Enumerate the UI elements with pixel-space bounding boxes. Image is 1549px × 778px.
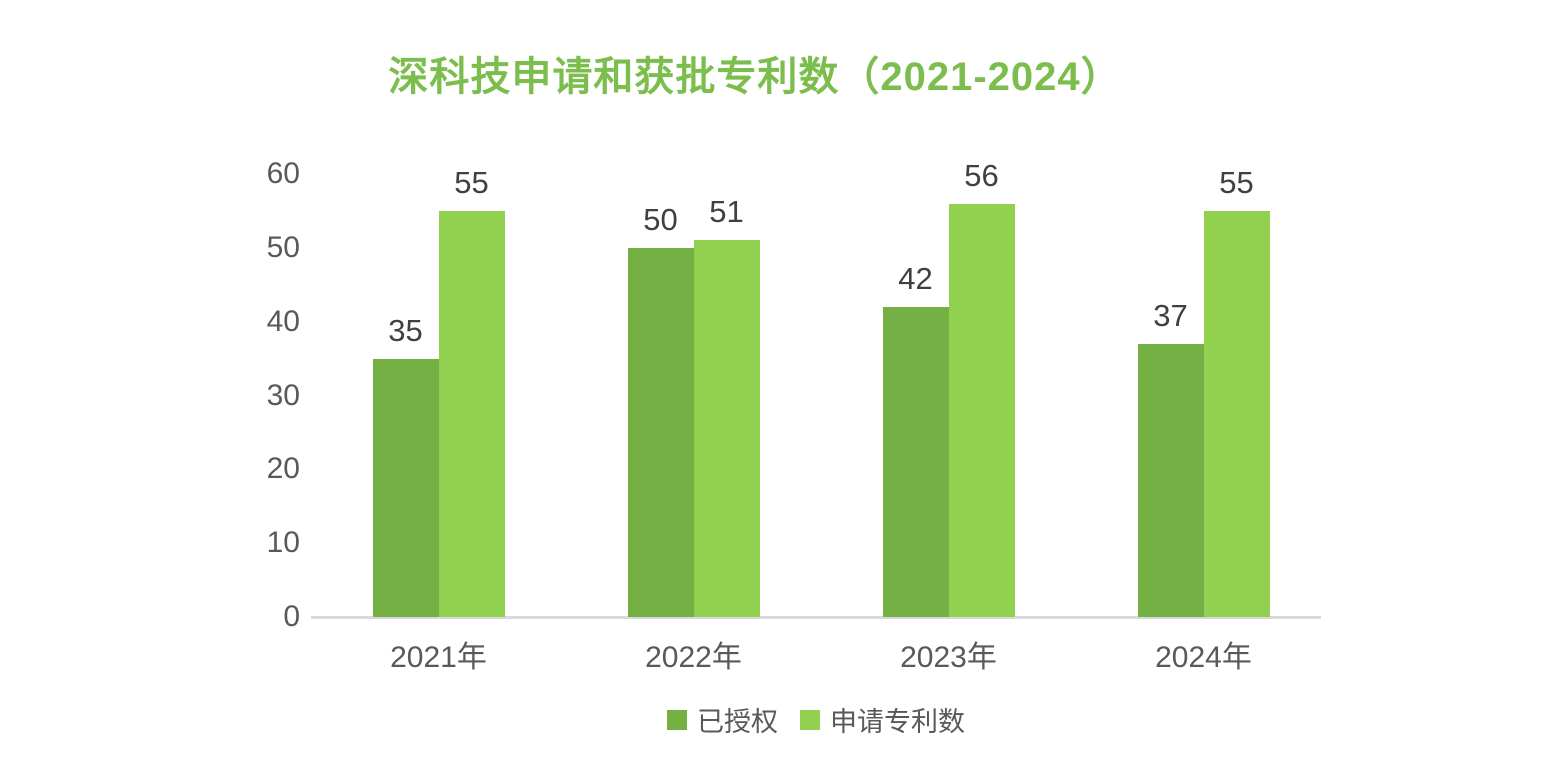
legend-label-series0: 已授权 — [697, 707, 778, 737]
x-label-2023年: 2023年 — [900, 641, 997, 674]
bar-group-2023年: 42 56 — [882, 158, 1015, 617]
y-tick-50: 50 — [266, 230, 300, 264]
bar-series0-2022年 — [627, 247, 694, 617]
legend-item-series0: 已授权 — [667, 700, 778, 739]
y-tick-0: 0 — [283, 600, 300, 633]
x-label-2022年: 2022年 — [645, 641, 742, 674]
legend-label-series1: 申请专利数 — [830, 707, 965, 737]
bar-series1-2021年 — [438, 210, 505, 617]
bar-series1-2023年 — [948, 203, 1015, 617]
bar-value-series1-2024年: 55 — [1219, 164, 1254, 200]
bar-value-series1-2022年: 51 — [709, 194, 744, 230]
plot-area: 35 55 50 51 42 56 37 55 — [311, 158, 1331, 619]
bar-series1-2022年 — [693, 240, 760, 617]
bar-group-2022年: 50 51 — [627, 174, 760, 617]
x-label-2021年: 2021年 — [390, 641, 487, 674]
legend-swatch-icon — [667, 709, 687, 730]
y-tick-30: 30 — [266, 378, 300, 412]
bar-group-2021年: 35 55 — [372, 165, 505, 617]
legend: 已授权 申请专利数 — [311, 700, 1321, 739]
x-axis-labels: 2021年 2022年 2023年 2024年 — [311, 632, 1331, 674]
x-axis-line — [311, 616, 1321, 619]
y-axis: 0 10 20 30 40 50 60 — [235, 157, 300, 633]
bar-value-series1-2021年: 55 — [454, 164, 489, 200]
bar-group-2024年: 37 55 — [1137, 165, 1270, 617]
chart-title: 深科技申请和获批专利数（2021-2024） — [388, 55, 1122, 99]
bar-series1-2024年 — [1203, 210, 1270, 617]
y-tick-60: 60 — [266, 157, 300, 190]
y-tick-20: 20 — [266, 452, 300, 486]
y-tick-10: 10 — [266, 526, 300, 560]
bar-series0-2023年 — [882, 306, 949, 617]
y-tick-40: 40 — [266, 304, 300, 338]
bar-value-series0-2022年: 50 — [643, 201, 678, 237]
legend-swatch-icon — [800, 709, 820, 730]
bar-value-series1-2023年: 56 — [964, 157, 999, 193]
bar-value-series0-2021年: 35 — [388, 312, 423, 348]
bar-series0-2024年 — [1137, 343, 1204, 617]
bar-value-series0-2023年: 42 — [898, 260, 933, 296]
x-label-2024年: 2024年 — [1155, 641, 1252, 674]
bar-value-series0-2024年: 37 — [1153, 297, 1188, 333]
legend-item-series1: 申请专利数 — [800, 700, 965, 739]
bar-series0-2021年 — [372, 358, 439, 617]
